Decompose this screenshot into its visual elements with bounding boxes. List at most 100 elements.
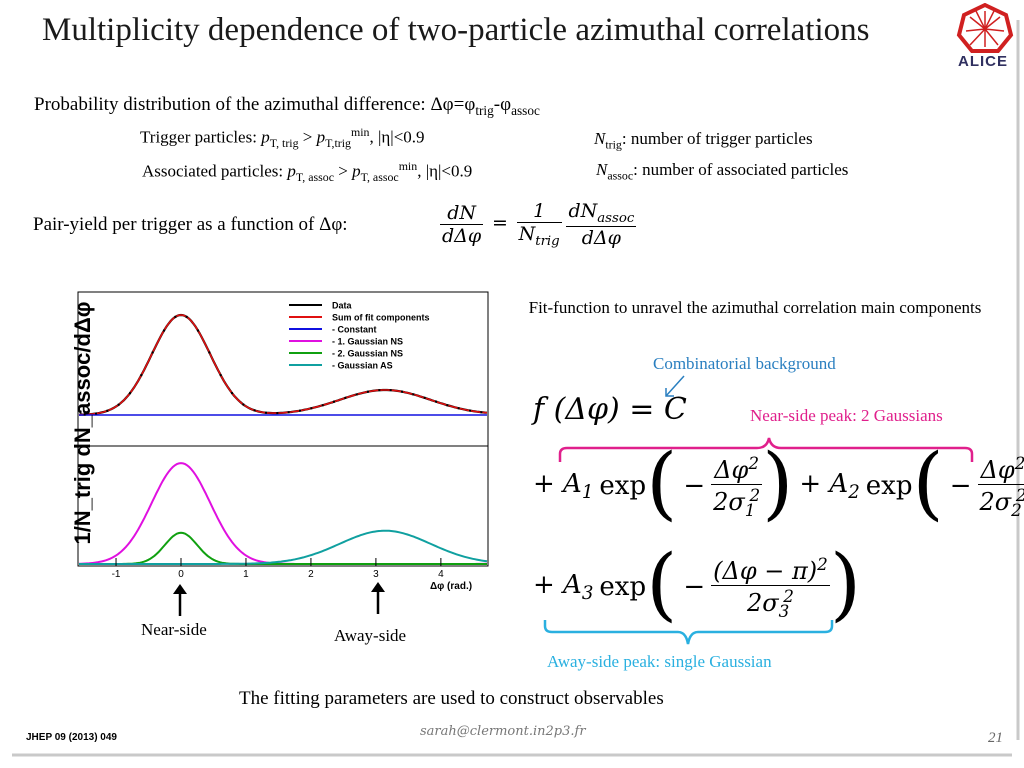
formula-a2-sub: 2 — [848, 482, 860, 504]
near-2-sup: 2 — [1016, 485, 1024, 505]
formula-row-away: + A3 exp ( − (Δφ − π)2 2σ32 ) — [533, 537, 861, 630]
frac-den-ddphi: dΔφ — [442, 224, 482, 247]
nassoc-text: : number of associated particles — [633, 160, 849, 179]
x-tick-label-3: 1 — [243, 569, 249, 580]
away-peak-brace — [543, 620, 834, 645]
assoc-p2-sup: min — [398, 159, 418, 173]
data-point — [174, 315, 177, 318]
data-point — [344, 396, 347, 399]
combinatorial-arrow-icon — [665, 375, 685, 397]
data-point — [446, 404, 449, 407]
formula-exp-1: exp — [599, 471, 647, 501]
ntrig-sub: trig — [605, 137, 622, 152]
away-sq: 2 — [817, 553, 828, 574]
data-point — [389, 389, 392, 392]
nassoc-sub: assoc — [607, 168, 634, 183]
paren-open-2: ( — [912, 436, 944, 529]
frac-den-N: N — [518, 223, 536, 245]
paren-close-1: ) — [762, 436, 794, 529]
formula-a3-text: + A — [533, 569, 582, 600]
near-1-sup: 2 — [749, 484, 761, 505]
data-point — [276, 412, 279, 415]
data-point — [208, 351, 211, 354]
lower-series-1 — [78, 462, 487, 565]
near-1-dphi: Δφ — [714, 455, 749, 484]
prob-mid: -φ — [493, 94, 512, 115]
alice-logo-text: ALICE — [958, 53, 1008, 70]
data-point — [231, 392, 233, 395]
away-sup: 2 — [783, 585, 794, 606]
minus-1: − — [683, 471, 706, 501]
lower-series-2 — [79, 531, 487, 565]
near-side-arrow — [173, 584, 187, 616]
trigger-p1-sub: T, trig — [269, 136, 299, 151]
data-point — [435, 400, 437, 403]
assoc-tail: , |η|<0.9 — [417, 161, 473, 181]
data-point — [129, 392, 131, 395]
away-side-label: Away-side — [334, 626, 407, 645]
near-side-label: Near-side — [141, 620, 207, 639]
near-peak-label: Near-side peak: 2 Gaussians — [750, 406, 943, 425]
data-point — [299, 409, 301, 412]
away-peak-label: Away-side peak: single Gaussian — [547, 652, 772, 671]
data-point — [310, 407, 313, 410]
formula-a3-sub: 3 — [581, 583, 594, 605]
email-text: sarah@clermont.in2p3.fr — [420, 724, 586, 739]
near-2-sub: 2 — [1011, 499, 1022, 520]
reference-text: JHEP 09 (2013) 049 — [26, 732, 117, 743]
legend-label-4: - 1. Gaussian NS — [332, 337, 403, 347]
near-peak-brace — [558, 437, 974, 462]
data-point — [151, 351, 154, 354]
upper-series-1 — [78, 313, 488, 416]
frac-num-dN: dN — [440, 202, 484, 225]
near-1-2sigma: 2σ — [713, 487, 745, 516]
formula-a1-text: + A — [533, 468, 582, 499]
data-point — [197, 329, 199, 332]
formula-row-near: + A1 exp ( − Δφ2 2σ12 ) + A2 exp ( − Δφ 2… — [533, 436, 1024, 529]
near-2-dphi: Δφ — [980, 455, 1015, 484]
probability-line: Probability distribution of the azimutha… — [34, 94, 540, 119]
data-point — [321, 404, 324, 407]
minus-3: − — [683, 572, 706, 602]
data-point — [412, 393, 415, 396]
paren-open-3: ( — [646, 537, 678, 630]
frac-dN-ddphi: dN dΔφ — [440, 202, 484, 247]
paren-open-1: ( — [646, 436, 678, 529]
formula-a2: + A2 — [799, 469, 859, 503]
chart-frame — [77, 291, 489, 567]
frac-near-2: Δφ2 2σ22 — [977, 453, 1024, 520]
x-tick-label-4: 2 — [308, 569, 314, 580]
page-number: 21 — [988, 730, 1003, 746]
data-point — [163, 329, 165, 332]
data-point — [265, 411, 267, 414]
formula-a3: + A3 — [533, 570, 593, 604]
legend-label-3: - Constant — [332, 325, 377, 335]
legend-label-2: Sum of fit components — [332, 313, 430, 323]
assoc-p2: p — [352, 161, 361, 181]
frac-den-trig: trig — [535, 233, 560, 249]
frac-away: (Δφ − π)2 2σ32 — [711, 553, 830, 620]
data-point — [333, 400, 335, 403]
assoc-lead: Associated particles: — [142, 161, 288, 181]
prob-text: Probability distribution of the azimutha… — [34, 94, 476, 115]
assoc-p2-sub: T, assoc — [360, 170, 399, 185]
trigger-p2: p — [316, 127, 326, 147]
frac-den-ddphi2: dΔφ — [581, 226, 621, 249]
formula-a1: + A1 — [533, 469, 593, 503]
data-point — [140, 374, 143, 377]
chart-ylabel: 1/N_trig dN_assoc/dΔφ — [70, 301, 95, 545]
frac-num-dNa: dN — [568, 200, 598, 222]
formula-exp-3: exp — [599, 572, 647, 602]
data-point — [480, 411, 483, 414]
fitting-statement: The fitting parameters are used to const… — [239, 688, 664, 709]
assoc-p1: p — [287, 161, 296, 181]
pair-yield-text: Pair-yield per trigger as a function of … — [33, 214, 348, 235]
data-point — [401, 390, 403, 393]
trigger-gt: > — [298, 127, 317, 147]
minus-2: − — [949, 471, 972, 501]
alice-logo: ALICE — [956, 2, 1014, 73]
formula-exp-2: exp — [865, 471, 913, 501]
frac-num-assoc: assoc — [597, 210, 635, 226]
combinatorial-label: Combinatorial background — [653, 354, 836, 373]
